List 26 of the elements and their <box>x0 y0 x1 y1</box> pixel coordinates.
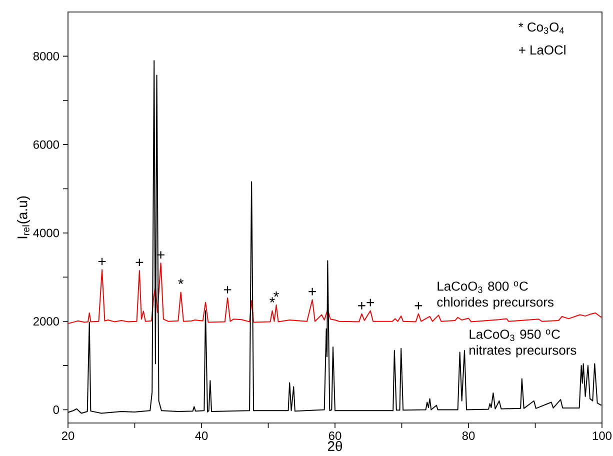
annotation: * Co$_{3}$O$_{4}$ <box>518 22 564 34</box>
y-tick-label: 6000 <box>33 140 60 149</box>
y-tick-label: 0 <box>53 406 60 414</box>
annotation: + <box>358 302 366 310</box>
annotation: + <box>224 286 232 294</box>
annotation: + <box>308 288 316 296</box>
annotation: * <box>270 297 275 303</box>
annotation: + <box>366 298 374 306</box>
x-tick-label: 20 <box>62 432 74 440</box>
series-label: LaCoO$_{3}$ 800 $^{o}$C chlorides precursors <box>437 281 554 310</box>
y-axis-title: I$_{rel}$(a.u) <box>17 196 30 238</box>
y-tick-label: 2000 <box>33 317 60 326</box>
annotation: + <box>136 258 144 266</box>
x-tick-label: 100 <box>592 432 612 440</box>
x-tick-label: 60 <box>328 432 342 440</box>
y-tick-label: 4000 <box>33 228 60 238</box>
annotation: + <box>414 302 422 310</box>
series-label: LaCoO$_{3}$ 950 $^{o}$C nitrates precursors <box>470 329 576 358</box>
x-tick-label: 40 <box>195 432 208 440</box>
annotation: + <box>98 258 106 266</box>
annotation: * <box>274 292 279 297</box>
annotation: * <box>178 278 184 284</box>
x-axis-title: 2θ <box>328 440 342 452</box>
y-tick-label: 8000 <box>33 52 60 60</box>
x-tick-label: 80 <box>462 432 475 440</box>
annotation: + LaOCl <box>518 45 566 55</box>
